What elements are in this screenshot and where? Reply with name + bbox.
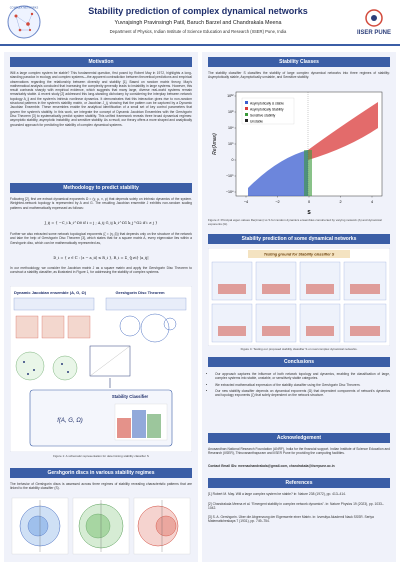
figure-discs [11,497,191,555]
list-item: Our new stability classifier depends on … [215,389,390,398]
paragraph: Will a large complex system be stable? T… [10,71,192,127]
equation: D_i = { z ∈ ℂ : |z − a_ii| ≤ R_i }, R_i … [53,256,149,260]
legend-label: Sensitive stability [250,113,276,117]
figure-scatter: Asymptotically & stable Asymptotically S… [212,91,383,216]
y-tick-label: 10¹² [227,94,234,98]
x-tick-label: 0 [308,200,310,204]
reference: [3] S. A. Gershgorin. Über die Abgrenzun… [208,515,374,524]
figure-label: Gershgorin Disc Theorem [115,290,165,295]
authors: Yuvrajsingh Pravinsingh Patil, Baruch Ba… [114,20,282,26]
logo-text: IISER PUNE [357,30,391,36]
section-heading: Conclusions [208,357,390,367]
x-axis-label: S [307,210,311,216]
paragraph: The stability classifier S classifies th… [208,71,390,80]
y-tick-label: −10⁴ [226,190,234,194]
section-heading: References [208,478,390,488]
section-heading: Motivation [10,57,192,67]
section-heading: Stability Classes [208,57,390,67]
logo-left: COMPLEX NETWORKS [7,5,41,39]
list: Our approach captures the influence of b… [208,372,390,397]
legend-label: Unstable [250,119,263,123]
y-tick-label: 10⁰ [228,142,234,146]
figure-caption: Figure 4: Testing our proposed stability… [240,347,358,351]
y-tick-label: 10⁸ [228,110,234,114]
reference: [2] Chandrakala Meena et al. "Emergent s… [208,502,384,511]
figure-label: Dynamic Jacobian ensemble (A, G, Ω) [14,290,87,295]
section-heading: Methodology to predict stability [10,183,192,193]
figure-networks: Testing ground for Stability classifier … [208,248,390,346]
list-item: Our approach captures the influence of b… [215,372,390,381]
legend-label: Asymptotically & stable [250,101,284,105]
affiliation: Department of Physics, Indian Institute … [109,29,287,34]
y-tick-label: 10⁴ [228,126,234,130]
x-tick-label: 4 [371,200,373,204]
paragraph: In our methodology, we consider the Jaco… [10,266,192,275]
figure-caption: Figure 1: A schematic representation for… [53,454,149,458]
legend-label: Asymptotically Stability [250,107,284,111]
x-tick-label: −4 [244,200,248,204]
figure-label: Stability Classifier [112,394,149,399]
x-tick-label: −2 [275,200,279,204]
title: Stability prediction of complex dynamica… [88,6,308,16]
x-tick-label: 2 [339,200,341,204]
paragraph: Anusandhan National Research Foundation … [208,447,390,456]
section-heading: Gershgorin discs in various stability re… [10,468,192,478]
figure-schematic: Dynamic Jacobian ensemble (A, G, Ω) Gers… [10,286,192,452]
y-axis-label: Re(λmax) [212,133,218,155]
contact: Contact Email IDs: meenachandrakala@gmai… [208,464,335,468]
figure-banner: Testing ground for Stability classifier … [264,253,335,257]
section-heading: Stability prediction of some dynamical n… [208,234,390,244]
figure-formula: f(A, G, Ω) [57,418,83,424]
y-tick-label: 0 [232,158,234,162]
paragraph: Further we also extracted some network t… [10,232,192,245]
logo-text: COMPLEX NETWORKS [10,6,39,10]
logo-right: IISER PUNE [357,9,391,36]
reference: [1] Robert M. May. Will a large complex … [208,492,346,496]
paragraph: Following [2], first we extract dynamica… [10,197,192,210]
list-item: We extracted mathematical expression of … [215,383,390,387]
figure-caption: Figure 2: Principal eigen values Re(λmax… [208,218,382,226]
section-heading: Acknowledgement [208,433,390,443]
equation: J_ij = { −C_i k_i^Ω0 if i = j ; A_ij G_i… [44,221,158,225]
y-tick-label: −10⁰ [226,174,234,178]
bullet-list: Our approach captures the influence of b… [208,372,390,399]
header-rule [0,44,400,46]
paragraph: The behavior of Gershgorin discs is asse… [10,482,192,491]
